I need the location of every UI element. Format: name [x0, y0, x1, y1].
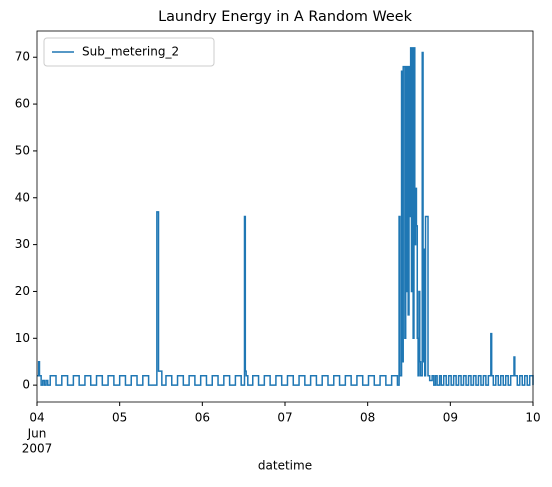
- x-tick-label: 05: [112, 411, 127, 425]
- y-tick-label: 50: [15, 143, 30, 157]
- y-tick-label: 60: [15, 97, 30, 111]
- x-tick-sublabel: Jun: [27, 427, 47, 441]
- x-tick-label: 06: [195, 411, 210, 425]
- x-tick-label: 04: [29, 411, 44, 425]
- x-tick-label: 09: [443, 411, 458, 425]
- legend-box: [43, 37, 215, 67]
- data-line: [37, 47, 534, 386]
- chart-title: Laundry Energy in A Random Week: [158, 9, 413, 25]
- y-tick-label: 70: [15, 50, 30, 64]
- y-tick-label: 0: [22, 378, 30, 392]
- x-tick-label: 10: [525, 411, 540, 425]
- x-tick-label: 08: [360, 411, 375, 425]
- y-tick-label: 20: [15, 284, 30, 298]
- x-tick-sublabel: 2007: [22, 442, 53, 456]
- x-tick-label: 07: [277, 411, 292, 425]
- y-tick-label: 40: [15, 190, 30, 204]
- y-tick-label: 30: [15, 237, 30, 251]
- legend-label: Sub_metering_2: [82, 45, 179, 59]
- x-axis-label: datetime: [258, 459, 312, 473]
- plot-frame: [36, 30, 534, 403]
- y-tick-label: 10: [15, 331, 30, 345]
